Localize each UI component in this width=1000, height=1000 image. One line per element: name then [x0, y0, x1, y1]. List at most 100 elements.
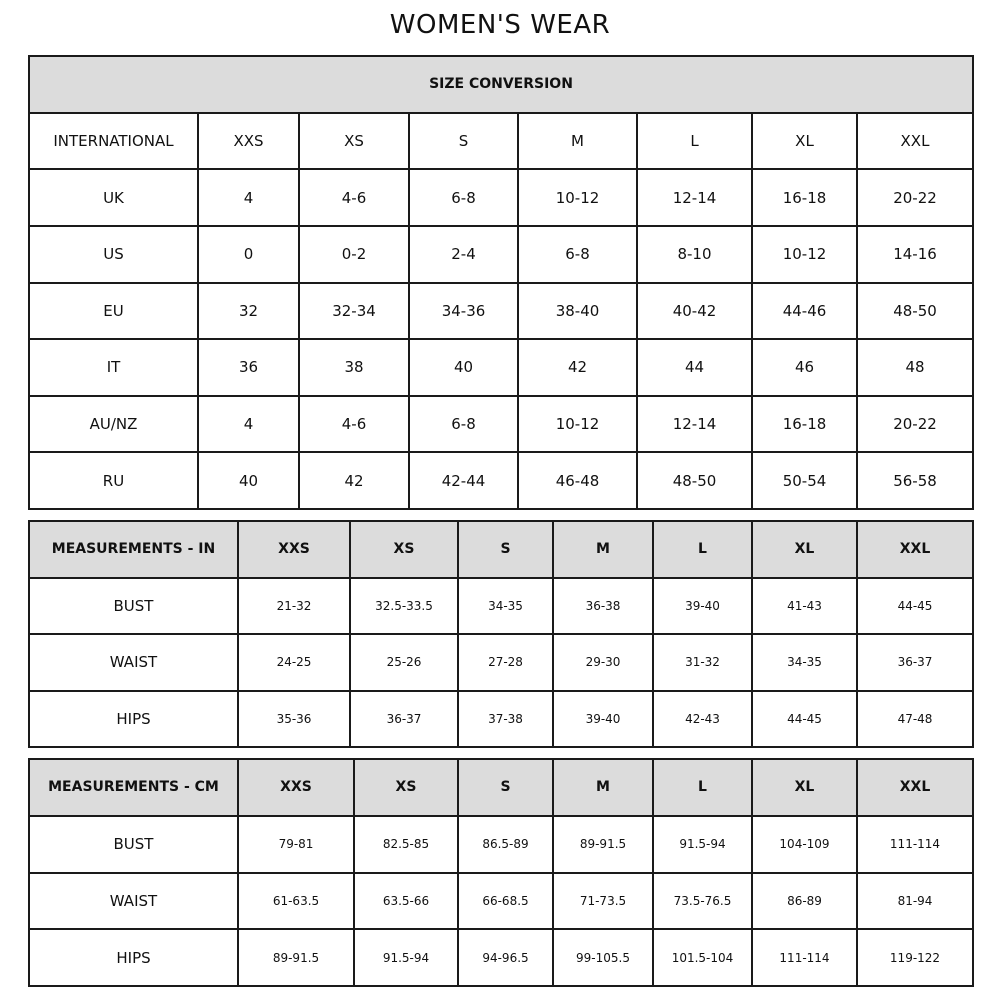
- table-cell: 36-37: [856, 633, 974, 692]
- table-cell: 42-44: [408, 451, 519, 510]
- table-cell: 39-40: [552, 689, 654, 748]
- table-cell: 14-16: [856, 224, 974, 284]
- table-cell: 82.5-85: [353, 814, 459, 874]
- table-cell: 4-6: [298, 168, 410, 227]
- header-label: MEASUREMENTS - IN: [28, 520, 239, 579]
- table-cell: 21-32: [237, 576, 351, 635]
- table-cell: 73.5-76.5: [652, 871, 753, 931]
- table-row: US 0 0-2 2-4 6-8 8-10 10-12 14-16: [28, 224, 974, 284]
- row-label: IT: [28, 338, 199, 397]
- table-cell: 10-12: [517, 394, 638, 454]
- table-cell: 36-37: [349, 689, 459, 748]
- table-cell: 6-8: [408, 394, 519, 454]
- size-header: XXL: [856, 758, 974, 817]
- table-cell: 10-12: [751, 224, 858, 284]
- table-cell: 86.5-89: [457, 814, 554, 874]
- page-title: WOMEN'S WEAR: [389, 10, 611, 40]
- table-cell: 48-50: [856, 281, 974, 341]
- table-cell: 44-46: [751, 281, 858, 341]
- table-cell: 71-73.5: [552, 871, 654, 931]
- table-cell: 89-91.5: [237, 928, 355, 987]
- table-row: EU 32 32-34 34-36 38-40 40-42 44-46 48-50: [28, 281, 974, 341]
- table-cell: 34-36: [408, 281, 519, 341]
- size-header: L: [652, 520, 753, 579]
- header-row: MEASUREMENTS - CM XXS XS S M L XL XXL: [28, 758, 974, 817]
- row-label: HIPS: [28, 928, 239, 987]
- table-cell: 40: [408, 338, 519, 397]
- table-cell: 27-28: [457, 633, 554, 692]
- size-header: L: [652, 758, 753, 817]
- row-label: WAIST: [28, 871, 239, 931]
- table-cell: 24-25: [237, 633, 351, 692]
- table-banner: SIZE CONVERSION: [28, 55, 974, 114]
- table-cell: 42: [298, 451, 410, 510]
- size-header: L: [636, 111, 753, 171]
- table-cell: 119-122: [856, 928, 974, 987]
- table-cell: 38-40: [517, 281, 638, 341]
- table-cell: 61-63.5: [237, 871, 355, 931]
- table-cell: 8-10: [636, 224, 753, 284]
- measurements-cm-table: MEASUREMENTS - CM XXS XS S M L XL XXL BUST 79-81 8…: [28, 758, 974, 987]
- size-header: XXL: [856, 111, 974, 171]
- header-row: INTERNATIONAL XXS XS S M L XL XXL: [28, 111, 974, 171]
- table-cell: 79-81: [237, 814, 355, 874]
- size-header: M: [552, 520, 654, 579]
- table-cell: 32: [197, 281, 300, 341]
- table-row: IT 36 38 40 42 44 46 48: [28, 338, 974, 397]
- table-cell: 44-45: [751, 689, 858, 748]
- table-cell: 10-12: [517, 168, 638, 227]
- row-label: BUST: [28, 576, 239, 635]
- table-cell: 35-36: [237, 689, 351, 748]
- row-label: UK: [28, 168, 199, 227]
- table-cell: 2-4: [408, 224, 519, 284]
- table-row: UK 4 4-6 6-8 10-12 12-14 16-18 20-22: [28, 168, 974, 227]
- table-cell: 0: [197, 224, 300, 284]
- table-cell: 111-114: [856, 814, 974, 874]
- table-cell: 86-89: [751, 871, 858, 931]
- table-cell: 48: [856, 338, 974, 397]
- row-label: HIPS: [28, 689, 239, 748]
- table-cell: 44: [636, 338, 753, 397]
- table-cell: 104-109: [751, 814, 858, 874]
- table-row: WAIST 24-25 25-26 27-28 29-30 31-32 34-35 36-37: [28, 633, 974, 692]
- table-cell: 4: [197, 394, 300, 454]
- size-header: S: [457, 758, 554, 817]
- table-cell: 99-105.5: [552, 928, 654, 987]
- table-cell: 0-2: [298, 224, 410, 284]
- table-row: BUST 79-81 82.5-85 86.5-89 89-91.5 91.5-94 104…: [28, 814, 974, 874]
- table-cell: 32.5-33.5: [349, 576, 459, 635]
- table-cell: 6-8: [408, 168, 519, 227]
- row-label: US: [28, 224, 199, 284]
- table-cell: 16-18: [751, 394, 858, 454]
- size-header: M: [552, 758, 654, 817]
- table-row: HIPS 89-91.5 91.5-94 94-96.5 99-105.5 101.5-1…: [28, 928, 974, 987]
- table-cell: 38: [298, 338, 410, 397]
- size-header: XS: [349, 520, 459, 579]
- table-cell: 44-45: [856, 576, 974, 635]
- table-cell: 12-14: [636, 394, 753, 454]
- table-cell: 16-18: [751, 168, 858, 227]
- table-cell: 66-68.5: [457, 871, 554, 931]
- table-cell: 32-34: [298, 281, 410, 341]
- table-cell: 12-14: [636, 168, 753, 227]
- table-row: AU/NZ 4 4-6 6-8 10-12 12-14 16-18 20-22: [28, 394, 974, 454]
- table-cell: 36: [197, 338, 300, 397]
- table-cell: 29-30: [552, 633, 654, 692]
- table-row: RU 40 42 42-44 46-48 48-50 50-54 56-58: [28, 451, 974, 510]
- row-label: BUST: [28, 814, 239, 874]
- table-cell: 94-96.5: [457, 928, 554, 987]
- table-cell: 63.5-66: [353, 871, 459, 931]
- table-cell: 46-48: [517, 451, 638, 510]
- table-cell: 42: [517, 338, 638, 397]
- table-cell: 6-8: [517, 224, 638, 284]
- table-cell: 4-6: [298, 394, 410, 454]
- table-cell: 39-40: [652, 576, 753, 635]
- table-cell: 46: [751, 338, 858, 397]
- header-label: INTERNATIONAL: [28, 111, 199, 171]
- row-label: AU/NZ: [28, 394, 199, 454]
- table-cell: 81-94: [856, 871, 974, 931]
- measurements-in-table: MEASUREMENTS - IN XXS XS S M L XL XXL BUST 21-32 3…: [28, 520, 974, 748]
- table-cell: 4: [197, 168, 300, 227]
- table-cell: 50-54: [751, 451, 858, 510]
- table-cell: 91.5-94: [353, 928, 459, 987]
